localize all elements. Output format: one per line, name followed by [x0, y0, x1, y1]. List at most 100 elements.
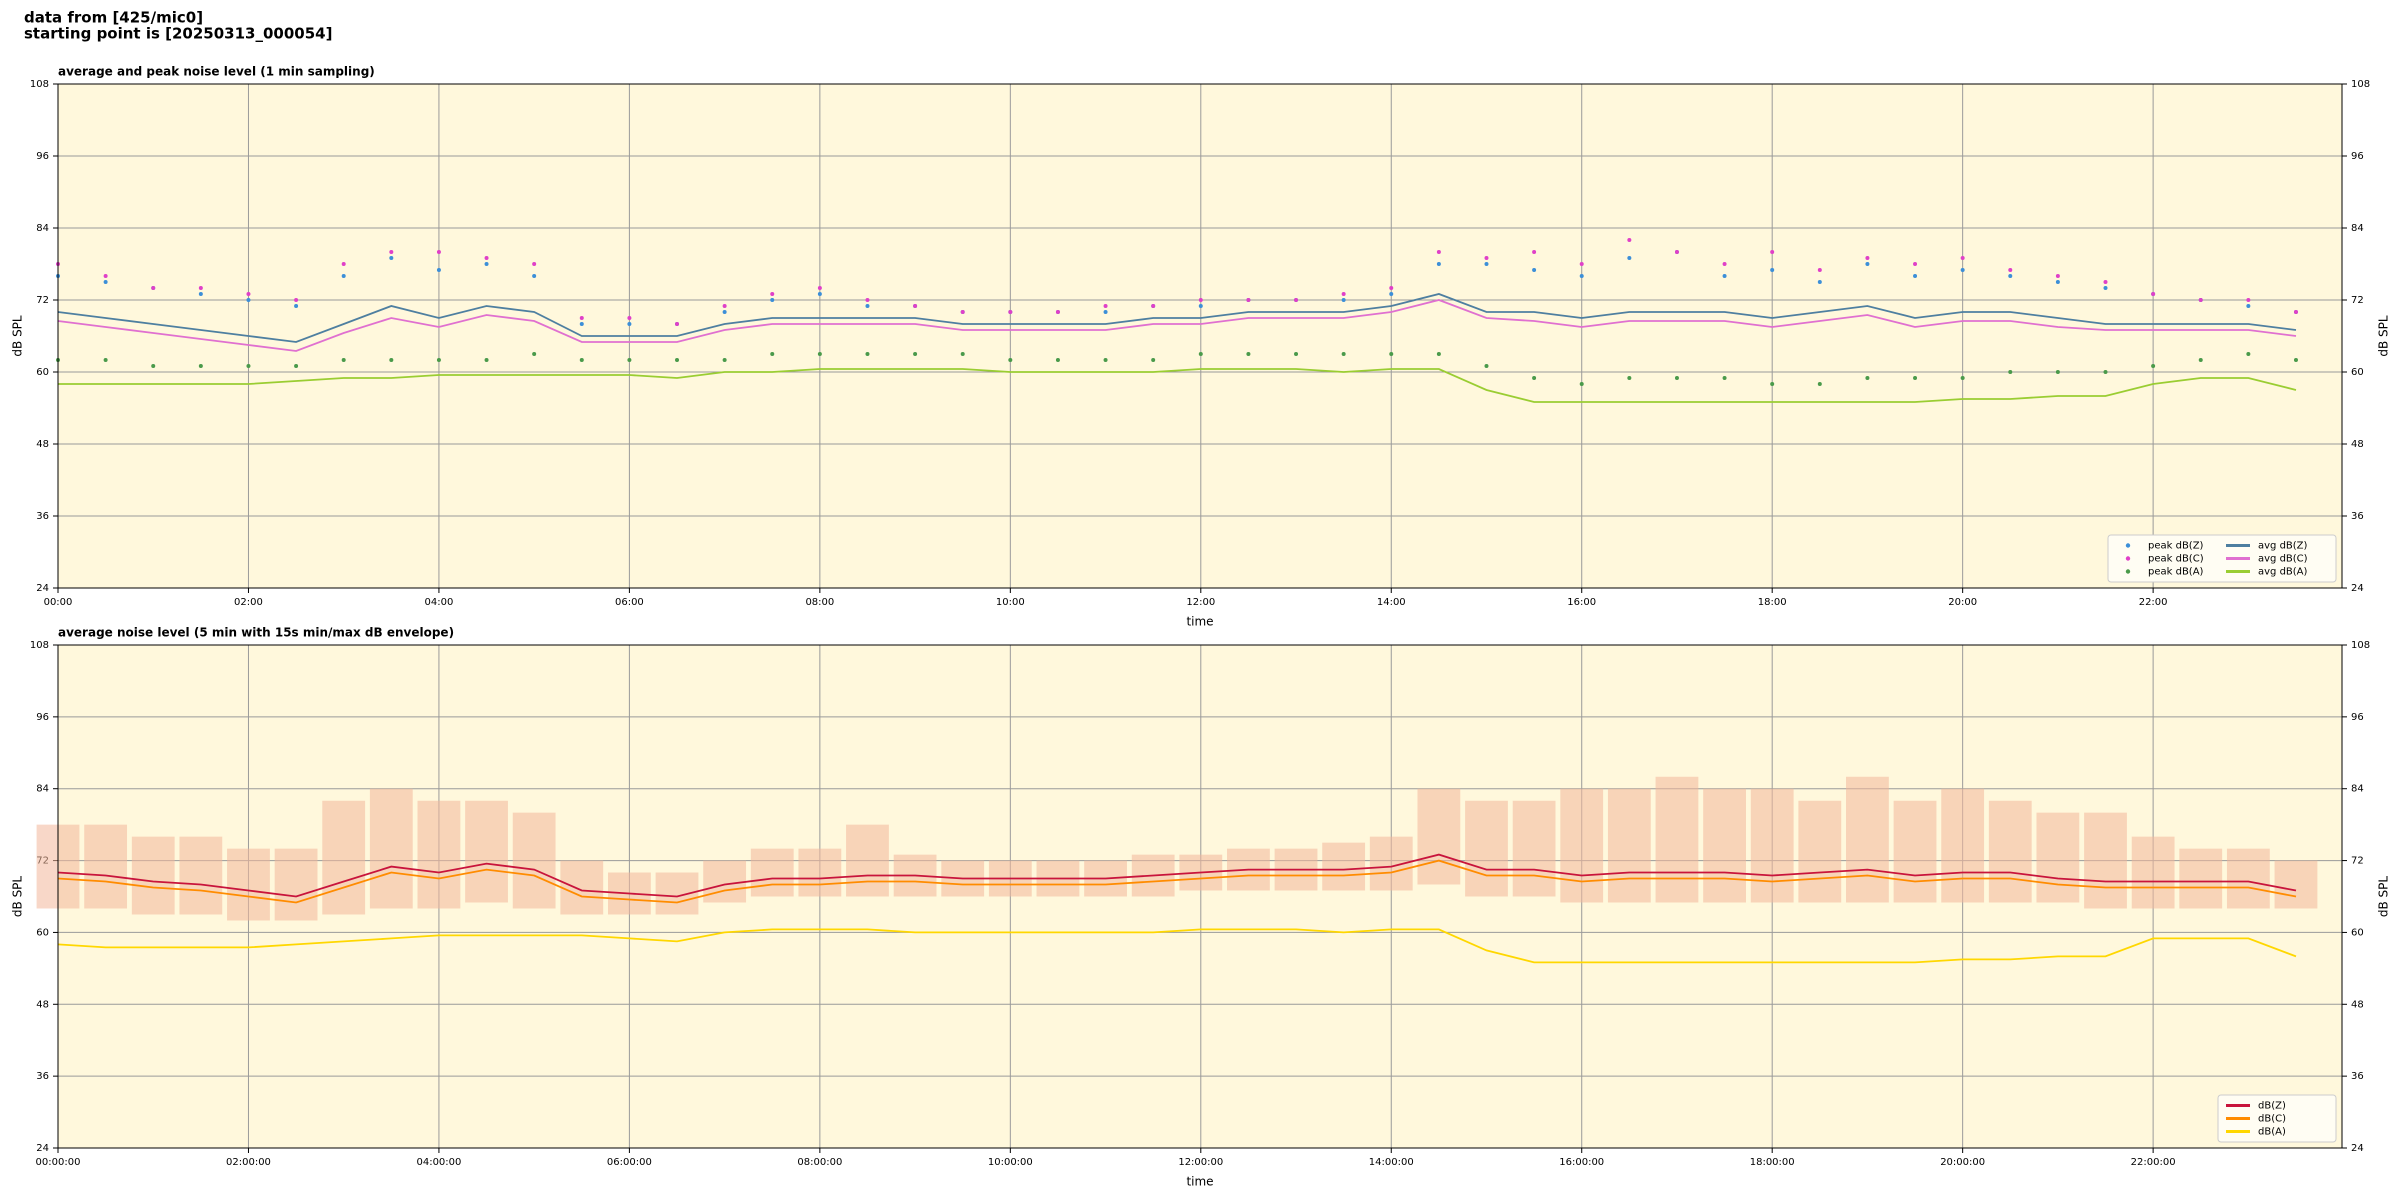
y-tick-label: 24 — [36, 583, 49, 594]
peak-dot — [1627, 376, 1632, 380]
peak-dot — [389, 256, 394, 260]
y-tick-label: 48 — [2351, 439, 2364, 450]
peak-dot — [1627, 238, 1632, 242]
peak-dot — [1817, 268, 1822, 272]
x-tick-label: 14:00 — [1377, 597, 1406, 608]
peak-dot — [579, 316, 584, 320]
legend-label: avg dB(C) — [2258, 554, 2308, 565]
peak-dot — [675, 358, 680, 362]
peak-dot — [1817, 280, 1822, 284]
peak-dot — [1579, 382, 1584, 386]
peak-dot — [246, 292, 251, 296]
legend-label: peak dB(Z) — [2148, 541, 2204, 552]
peak-dot — [1674, 376, 1679, 380]
peak-dot — [484, 262, 489, 266]
peak-dot — [103, 280, 108, 284]
peak-dot — [1770, 250, 1775, 254]
y-axis-label: dB SPL — [11, 315, 25, 357]
y-tick-label: 60 — [2351, 927, 2364, 938]
peak-dot — [1389, 286, 1394, 290]
peak-dot — [770, 352, 775, 356]
peak-dot — [151, 286, 156, 290]
y-axis-label: dB SPL — [11, 876, 25, 918]
peak-dot — [1484, 262, 1489, 266]
x-tick-label: 20:00:00 — [1940, 1157, 1985, 1168]
peak-dot — [913, 352, 918, 356]
peak-dot — [1151, 358, 1156, 362]
peak-dot — [1484, 364, 1489, 368]
x-tick-label: 18:00:00 — [1750, 1157, 1795, 1168]
legend-label: avg dB(A) — [2258, 567, 2308, 578]
peak-dot — [2151, 364, 2156, 368]
peak-dot — [1389, 352, 1394, 356]
y-tick-label: 24 — [2351, 583, 2364, 594]
y-tick-label: 108 — [2351, 640, 2370, 651]
peak-dot — [1913, 376, 1918, 380]
legend-label: avg dB(Z) — [2258, 541, 2308, 552]
peak-dot — [2008, 274, 2013, 278]
peak-dot — [1341, 352, 1346, 356]
x-tick-label: 06:00 — [615, 597, 644, 608]
peak-dot — [1008, 310, 1013, 314]
y-tick-label: 72 — [36, 295, 49, 306]
peak-dot — [1579, 274, 1584, 278]
peak-dot — [722, 310, 727, 314]
y-tick-label: 84 — [36, 223, 49, 234]
peak-dot — [246, 364, 251, 368]
x-tick-label: 10:00:00 — [988, 1157, 1033, 1168]
chart-title: average and peak noise level (1 min samp… — [58, 65, 375, 79]
series-line — [58, 368, 2297, 403]
y-tick-label: 24 — [2351, 1143, 2364, 1154]
peak-dot — [1865, 256, 1870, 260]
x-tick-label: 12:00:00 — [1178, 1157, 1223, 1168]
x-tick-label: 14:00:00 — [1369, 1157, 1414, 1168]
y-tick-label: 60 — [36, 927, 49, 938]
peak-dot — [1055, 310, 1060, 314]
peak-dot — [770, 298, 775, 302]
peak-dot — [484, 358, 489, 362]
peak-dot — [2293, 310, 2298, 314]
peak-dot — [1532, 376, 1537, 380]
peak-dot — [389, 250, 394, 254]
peak-dot — [960, 352, 965, 356]
peak-dot — [1198, 352, 1203, 356]
peak-dot — [532, 352, 537, 356]
peak-dot — [1865, 376, 1870, 380]
peak-dot — [246, 298, 251, 302]
peak-dot — [1532, 268, 1537, 272]
peak-dot — [1865, 262, 1870, 266]
peak-dot — [532, 274, 537, 278]
y-tick-label: 84 — [2351, 784, 2364, 795]
peak-dot — [817, 292, 822, 296]
peak-dot — [627, 316, 632, 320]
peak-dot — [1389, 292, 1394, 296]
peak-dot — [294, 364, 299, 368]
x-tick-label: 18:00 — [1758, 597, 1787, 608]
peak-dot — [532, 262, 537, 266]
x-tick-label: 22:00:00 — [2131, 1157, 2176, 1168]
y-tick-label: 36 — [2351, 1071, 2364, 1082]
y-tick-label: 24 — [36, 1143, 49, 1154]
peak-dot — [960, 310, 965, 314]
peak-dot — [1770, 268, 1775, 272]
peak-dot — [627, 358, 632, 362]
peak-dot — [1960, 256, 1965, 260]
peak-dot — [817, 352, 822, 356]
peak-dot — [865, 352, 870, 356]
peak-dot — [2246, 298, 2251, 302]
chart-title: average noise level (5 min with 15s min/… — [58, 626, 454, 640]
x-tick-label: 04:00:00 — [416, 1157, 461, 1168]
peak-dot — [722, 304, 727, 308]
x-tick-label: 02:00 — [234, 597, 263, 608]
series-line — [57, 299, 2297, 352]
peak-dot — [1484, 256, 1489, 260]
peak-dot — [770, 292, 775, 296]
y-tick-label: 72 — [2351, 856, 2364, 867]
y-tick-label: 60 — [2351, 367, 2364, 378]
peak-dot — [436, 268, 441, 272]
y-axis-label: dB SPL — [2377, 315, 2391, 357]
peak-dot — [2103, 280, 2108, 284]
peak-dot — [198, 286, 203, 290]
y-tick-label: 60 — [36, 367, 49, 378]
